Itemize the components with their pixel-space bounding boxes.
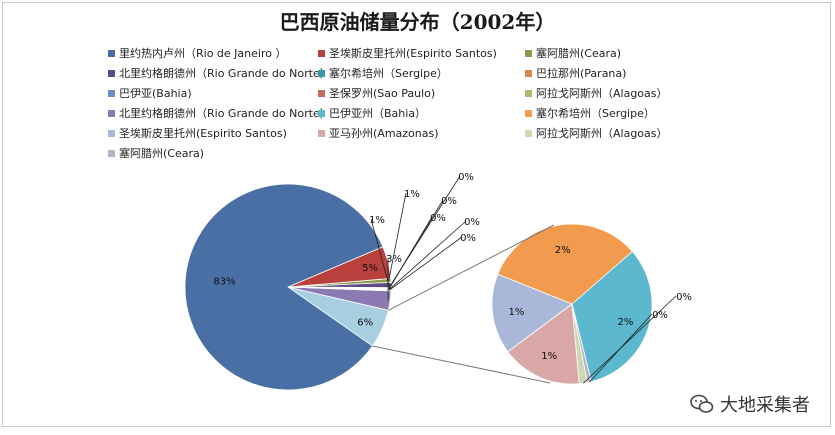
legend-item: 里约热内卢州（Rio de Janeiro ） [108,46,286,62]
legend-swatch [318,89,325,97]
legend-swatch [318,109,325,117]
legend-label: 塞阿腊州(Ceara) [119,147,205,160]
legend-item: 亚马孙州(Amazonas) [318,126,439,142]
data-label: 0% [464,217,480,228]
pie-slice-secondary [507,303,580,385]
pie-slice-secondary [571,303,592,383]
legend-item: 圣埃斯皮里托州(Espirito Santos) [108,126,287,142]
chart-title: 巴西原油储量分布（2002年） [279,10,556,34]
legend-swatch [525,89,532,97]
legend-label: 阿拉戈阿斯州（Alagoas） [536,87,668,100]
watermark: 大地采集者 [690,390,830,418]
legend-label: 圣埃斯皮里托州(Espirito Santos) [329,47,497,60]
connector-line [372,345,551,384]
leader-line [388,236,463,291]
legend-label: 巴拉那州(Parana) [536,67,627,80]
leader-line [370,218,390,286]
data-label-secondary: 1% [509,307,525,318]
legend-label: 圣保罗州(Sao Paulo) [329,87,436,100]
legend-item: 塞尔希培州（Sergipe） [525,106,655,122]
data-label: 0% [441,196,457,207]
legend-item: 塞阿腊州(Ceara) [108,146,204,162]
data-label-secondary: 0% [676,292,692,303]
legend-label: 塞尔希培州（Sergipe） [536,107,655,120]
legend-label: 巴伊亚(Bahia) [119,87,192,100]
data-label: 83% [213,276,235,287]
legend-label: 亚马孙州(Amazonas) [329,127,439,140]
data-label: 3% [386,254,402,265]
leader-line [388,220,467,291]
legend-swatch [318,49,325,57]
leader-line [388,175,461,289]
legend-swatch [108,69,115,77]
legend-swatch [525,129,532,137]
pie-slice-secondary [497,223,633,305]
legend-item: 阿拉戈阿斯州（Alagoas） [525,86,668,102]
data-label: 6% [357,317,373,328]
data-label: 5% [362,263,378,274]
legend-swatch [108,109,115,117]
connector-line [388,224,555,311]
data-label: 1% [369,215,385,226]
leader-line [583,295,677,384]
data-label-secondary: 2% [617,317,633,328]
legend-label: 北里约格朗德州（Rio Grande do Norte） [119,107,331,120]
pie-slice-secondary [491,273,573,353]
legend-swatch [525,49,532,57]
wechat-icon [690,394,714,413]
legend-item: 圣埃斯皮里托州(Espirito Santos) [318,46,497,62]
legend-label: 塞尔希培州（Sergipe） [329,67,448,80]
legend-item: 巴伊亚州（Bahia） [318,106,426,122]
data-label: 0% [430,213,446,224]
legend-swatch [108,129,115,137]
legend-swatch [108,89,115,97]
pie-slice [184,183,384,391]
pie-slice-secondary [571,250,653,383]
legend-label: 塞阿腊州(Ceara) [536,47,622,60]
legend-item: 圣保罗州(Sao Paulo) [318,86,435,102]
data-label: 0% [460,233,476,244]
legend-item: 阿拉戈阿斯州（Alagoas） [525,126,668,142]
data-label-secondary: 1% [541,351,557,362]
data-label: 1% [404,189,420,200]
legend-swatch [318,69,325,77]
legend-item: 北里约格朗德州（Rio Grande do Norte） [108,106,331,122]
legend-label: 阿拉戈阿斯州（Alagoas） [536,127,668,140]
legend-label: 里约热内卢州（Rio de Janeiro ） [119,47,287,60]
legend-item: 塞阿腊州(Ceara) [525,46,621,62]
legend-label: 北里约格朗德州（Rio Grande do Norte） [119,67,331,80]
legend-swatch [108,149,115,157]
legend: 里约热内卢州（Rio de Janeiro ） 圣埃斯皮里托州(Espirito … [0,0,835,170]
legend-item: 巴拉那州(Parana) [525,66,626,82]
watermark-text: 大地采集者 [720,395,810,416]
data-label-secondary: 0% [652,310,668,321]
legend-label: 巴伊亚州（Bahia） [329,107,427,120]
legend-swatch [525,109,532,117]
legend-swatch [108,49,115,57]
leader-line [388,192,407,281]
leader-line [589,313,653,383]
legend-item: 巴伊亚(Bahia) [108,86,192,102]
data-label: 0% [458,172,474,183]
legend-label: 圣埃斯皮里托州(Espirito Santos) [119,127,287,140]
legend-item: 北里约格朗德州（Rio Grande do Norte） [108,66,331,82]
chart-frame [2,2,831,427]
legend-swatch [525,69,532,77]
legend-item: 塞尔希培州（Sergipe） [318,66,448,82]
data-label-secondary: 2% [555,245,571,256]
legend-swatch [318,129,325,137]
